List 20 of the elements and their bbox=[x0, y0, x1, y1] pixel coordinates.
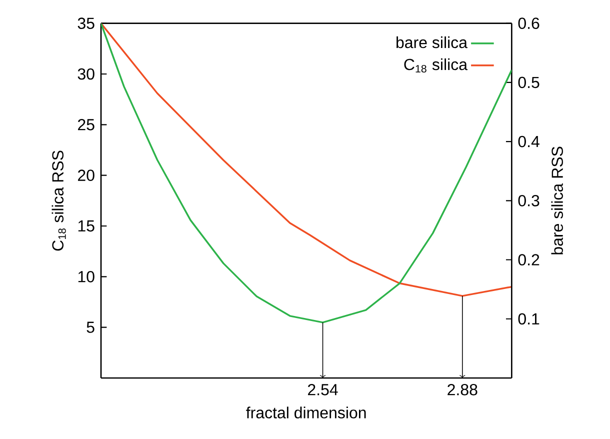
legend-label: C$_{18}$ silica bbox=[404, 58, 468, 73]
y-tick-label: 20 bbox=[78, 170, 94, 181]
y-tick-label: 10 bbox=[78, 271, 94, 282]
y-tick-label: 25 bbox=[78, 119, 94, 130]
y-axis-title: C$_{18}$ silica RSS bbox=[52, 150, 66, 251]
y2-tick-label: 0.4 bbox=[518, 136, 540, 148]
y-tick-label: 30 bbox=[78, 68, 94, 80]
y2-axis-title: bare silica RSS bbox=[551, 146, 563, 254]
y2-tick-label: 0.5 bbox=[518, 76, 540, 88]
y-tick-label: 5 bbox=[86, 322, 94, 333]
x-tick-label: 2.88 bbox=[448, 384, 478, 396]
y2-tick-label: 0.6 bbox=[518, 18, 540, 29]
x-axis-title: fractal dimension bbox=[246, 406, 366, 418]
legend-label: bare silica bbox=[396, 36, 468, 48]
y2-tick-label: 0.2 bbox=[518, 254, 540, 266]
y2-tick-label: 0.1 bbox=[518, 313, 540, 325]
x-tick-label: 2.54 bbox=[308, 384, 338, 396]
y-tick-label: 35 bbox=[78, 18, 94, 29]
y-tick-label: 15 bbox=[78, 220, 94, 232]
y2-tick-label: 0.3 bbox=[518, 195, 540, 206]
